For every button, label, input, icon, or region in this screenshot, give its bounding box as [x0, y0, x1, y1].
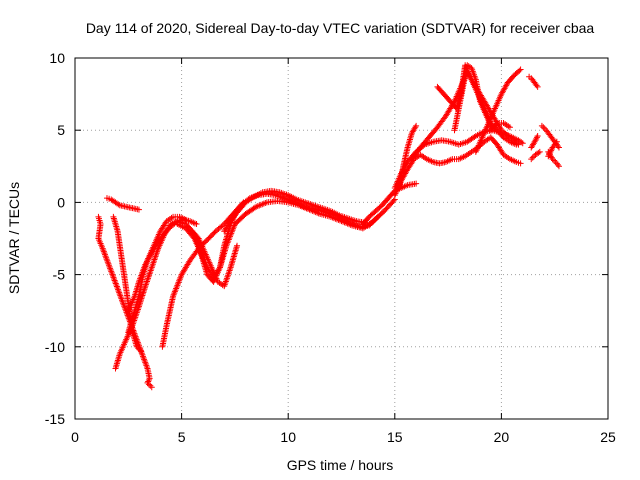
data-point: [115, 201, 122, 208]
series-arc5: [159, 199, 247, 350]
data-point: [534, 83, 541, 90]
y-tick-label: 5: [57, 122, 65, 138]
y-tick-label: 10: [49, 50, 65, 66]
data-point: [519, 140, 526, 147]
series-arc20: [487, 119, 513, 134]
series-arc22: [528, 132, 541, 151]
data-point: [390, 197, 397, 204]
series-arc11: [231, 196, 398, 232]
data-point: [145, 378, 152, 385]
data-point: [538, 122, 545, 129]
series-arc18: [451, 62, 496, 134]
series-arc23: [528, 148, 543, 163]
data-point: [534, 132, 541, 139]
y-tick-label: -10: [45, 339, 65, 355]
data-point: [553, 138, 560, 145]
data-point: [528, 156, 535, 163]
data-point: [549, 156, 556, 163]
data-point: [147, 382, 154, 389]
data-point: [517, 160, 524, 167]
series-arc4: [125, 216, 200, 314]
data-point: [499, 150, 506, 157]
y-tick-label: -15: [45, 411, 65, 427]
series-arc6: [103, 195, 142, 213]
series-arc15: [396, 122, 420, 191]
data-point: [144, 379, 151, 386]
y-tick-label: 0: [57, 194, 65, 210]
data-point: [513, 141, 520, 148]
data-point: [529, 154, 536, 161]
data-point: [234, 242, 241, 249]
data-point: [533, 135, 540, 142]
data-point: [555, 163, 562, 170]
x-tick-label: 25: [600, 429, 616, 445]
data-point: [471, 133, 478, 140]
data-point: [145, 381, 152, 388]
data-point: [517, 66, 524, 73]
data-point: [148, 384, 155, 391]
y-axis-label: SDTVAR / TECUs: [6, 182, 22, 294]
series-arc10: [225, 187, 368, 228]
series-arc26: [545, 148, 562, 170]
series-arc19: [472, 66, 524, 155]
data-point: [135, 206, 142, 213]
x-tick-label: 5: [178, 429, 186, 445]
data-point: [516, 67, 523, 74]
y-tick-label: -5: [53, 267, 66, 283]
data-point: [162, 219, 169, 226]
series-arc21: [526, 73, 541, 90]
series-isolated: [95, 213, 155, 391]
x-tick-label: 0: [71, 429, 79, 445]
x-tick-label: 20: [494, 429, 510, 445]
data-point: [536, 148, 543, 155]
data-point: [535, 149, 542, 156]
data-point: [193, 221, 200, 228]
data-point: [146, 375, 153, 382]
x-tick-label: 10: [280, 429, 296, 445]
data-point: [249, 194, 256, 201]
x-tick-label: 15: [387, 429, 403, 445]
data-point: [216, 265, 223, 272]
data-point: [413, 180, 420, 187]
plot-frame: [74, 57, 609, 420]
series-arc8: [189, 228, 241, 290]
data-point: [533, 82, 540, 89]
data-point: [413, 122, 420, 129]
x-axis-label: GPS time / hours: [287, 457, 394, 473]
data-point: [412, 124, 419, 131]
data-point: [506, 124, 513, 131]
data-point: [533, 134, 540, 141]
data-point: [555, 144, 562, 151]
data-point: [550, 157, 557, 164]
data-points: [95, 62, 562, 391]
data-point: [540, 124, 547, 131]
data-point: [532, 137, 539, 144]
data-point: [493, 121, 500, 128]
data-point: [552, 140, 559, 147]
chart-title: Day 114 of 2020, Sidereal Day-to-day VTE…: [86, 20, 595, 36]
data-point: [554, 161, 561, 168]
